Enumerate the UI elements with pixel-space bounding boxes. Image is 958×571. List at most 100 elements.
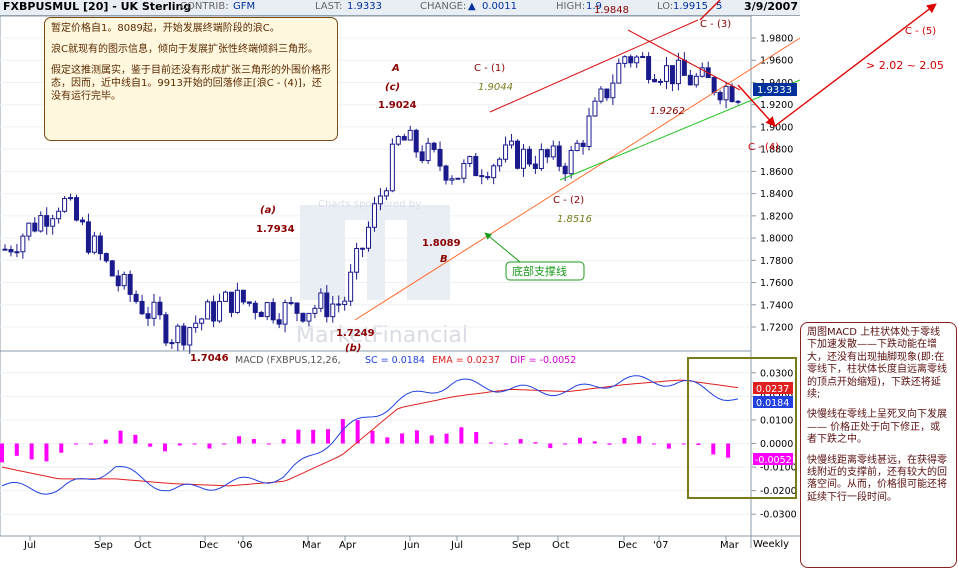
macd-hist-bar bbox=[637, 436, 642, 444]
up-arrow bbox=[774, 3, 937, 127]
candle-body bbox=[556, 145, 562, 167]
wave-c5-label: C - (5) bbox=[905, 26, 936, 37]
macd-hist-bar bbox=[311, 429, 316, 444]
candle-body bbox=[586, 115, 592, 147]
macd-hist-bar bbox=[266, 443, 271, 445]
macd-highlight-box bbox=[687, 357, 797, 499]
candle-body bbox=[205, 301, 211, 320]
price-tick-label: 1.8800 bbox=[760, 145, 793, 156]
candle-body bbox=[455, 177, 461, 180]
last-value: 1.9333 bbox=[347, 1, 382, 12]
candle-body bbox=[139, 300, 145, 315]
candle-body bbox=[181, 325, 187, 346]
candle-body bbox=[318, 292, 324, 309]
macd-hist-bar bbox=[533, 442, 538, 444]
candle-body bbox=[401, 136, 407, 141]
macd-hist-bar bbox=[0, 443, 4, 463]
candle-body bbox=[91, 235, 97, 253]
candle-body bbox=[699, 67, 705, 77]
price-tick-label: 1.9800 bbox=[760, 34, 793, 45]
macd-signal-line bbox=[1, 375, 739, 495]
candle-body bbox=[300, 312, 306, 322]
lo-value: 1.9915 bbox=[673, 1, 708, 12]
candle-body bbox=[264, 302, 270, 318]
wave-c4-label: C - (4) bbox=[748, 142, 779, 153]
symbol-title: FXBPUSMUL [20] - UK Sterling bbox=[3, 0, 192, 13]
macd-hist-bar bbox=[326, 429, 331, 444]
candle-body bbox=[640, 56, 646, 59]
macd-hist-bar bbox=[503, 443, 508, 445]
note-left-line-2: 浪C就现有的图示信息，倾向于发展扩张性终端倾斜三角形。 bbox=[51, 44, 318, 55]
wave-B-label: B bbox=[440, 254, 448, 265]
candle-body bbox=[693, 75, 699, 86]
x-tick-label: Mar bbox=[720, 540, 740, 551]
x-tick-label: Sep bbox=[512, 540, 531, 551]
candle-body bbox=[449, 178, 455, 181]
macd-hist-bar bbox=[666, 443, 671, 449]
candle-body bbox=[324, 292, 330, 318]
candle-body bbox=[240, 289, 246, 303]
candle-body bbox=[175, 325, 181, 344]
candle-body bbox=[145, 313, 151, 319]
note-right-line-3: 快慢线距离零线甚远，在获得零线附近的支撑前，还有较大的回落空间。从而，价格很可能… bbox=[807, 454, 947, 503]
candle-body bbox=[74, 197, 80, 221]
candle-body bbox=[532, 163, 538, 169]
x-tick-label: '06 bbox=[237, 540, 252, 551]
candle-body bbox=[431, 142, 437, 150]
wave-annotations: (a) 1.7934 A (c) 1.9024 1.7249 (b) B 1.7… bbox=[190, 5, 944, 364]
extra-value: 5 bbox=[716, 1, 723, 12]
candle-body bbox=[211, 301, 217, 322]
candle-body bbox=[2, 248, 8, 251]
low2-value: 1.8089 bbox=[422, 238, 461, 249]
ema-tag bbox=[753, 382, 793, 394]
candle-body bbox=[115, 275, 121, 287]
wave-a-label: (a) bbox=[260, 205, 276, 216]
candle-body bbox=[151, 301, 157, 319]
candle-body bbox=[526, 148, 532, 165]
macd-legend: MACD (FXBPUS,12,26, SC = 0.0184 EMA = 0.… bbox=[228, 353, 588, 366]
candle-body bbox=[246, 301, 252, 304]
candle-body bbox=[68, 197, 74, 200]
candle-body bbox=[360, 247, 366, 250]
last-price-tag-text: 1.9333 bbox=[757, 85, 792, 96]
candle-body bbox=[538, 149, 544, 169]
macd-hist-bar bbox=[177, 443, 182, 446]
macd-hist-bar bbox=[400, 433, 405, 444]
candle-body bbox=[735, 100, 741, 103]
projection-line bbox=[699, 0, 721, 21]
wave-c2-label: C - (2) bbox=[553, 195, 584, 206]
dif-tag bbox=[753, 453, 793, 465]
candle-body bbox=[610, 82, 616, 99]
support-line bbox=[559, 79, 801, 181]
candle-body bbox=[407, 129, 413, 141]
price-tick-label: 1.7400 bbox=[760, 300, 793, 311]
change-label: CHANGE: bbox=[420, 1, 467, 12]
candle-body bbox=[127, 273, 133, 295]
note-right-line-1: 周图MACD 上柱状体处于零线下加速发散——下跌动能在增大，还没有出现抽脚现象(… bbox=[807, 327, 947, 401]
candle-body bbox=[20, 235, 26, 253]
macd-tick-label: 0.0000 bbox=[760, 439, 793, 450]
macd-hist-bar bbox=[696, 443, 701, 445]
candle-body bbox=[592, 100, 598, 117]
high-value: 1.9 bbox=[586, 1, 602, 12]
candle-body bbox=[258, 311, 264, 318]
candle-body bbox=[419, 151, 425, 162]
macd-hist-bar bbox=[414, 430, 419, 444]
candle-body bbox=[717, 92, 723, 101]
candle-body bbox=[383, 190, 389, 197]
candle-body bbox=[580, 142, 586, 147]
candle-body bbox=[187, 327, 193, 346]
macd-hist-bar bbox=[103, 439, 108, 444]
macd-hist-bar bbox=[281, 439, 286, 444]
candle-body bbox=[425, 142, 431, 162]
candle-body bbox=[354, 248, 360, 273]
candle-body bbox=[461, 162, 467, 179]
sig-tag bbox=[753, 396, 793, 408]
macd-hist-bar bbox=[474, 431, 479, 444]
candle-body bbox=[669, 65, 675, 85]
candle-body bbox=[467, 156, 473, 164]
candle-body bbox=[491, 165, 497, 179]
macd-ema-line bbox=[1, 379, 739, 487]
candle-body bbox=[109, 260, 115, 277]
